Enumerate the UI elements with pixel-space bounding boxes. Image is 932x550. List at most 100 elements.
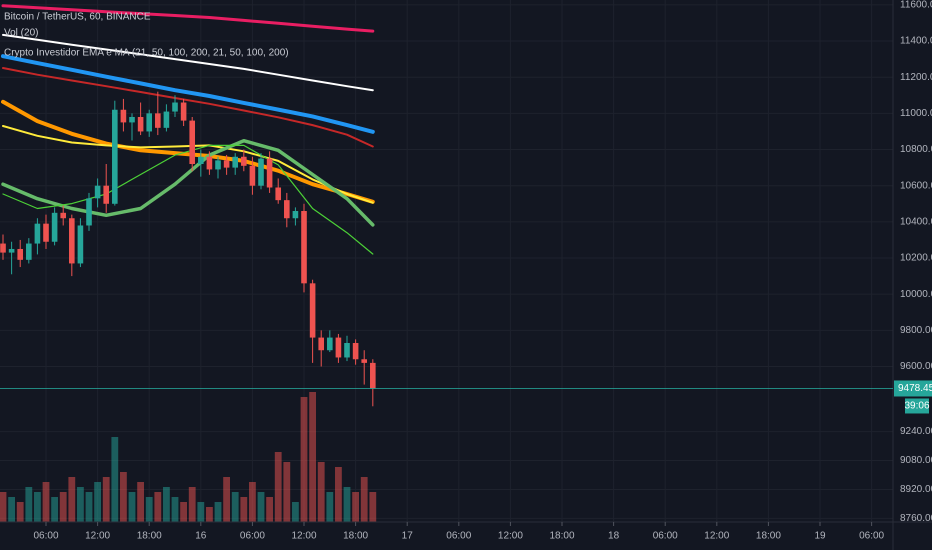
candle-body — [17, 248, 24, 260]
x-tick-label: 06:00 — [240, 531, 265, 542]
volume-bar — [309, 392, 317, 522]
x-tick-label: 12:00 — [704, 531, 729, 542]
candle-body — [249, 165, 256, 186]
volume-bar — [16, 502, 24, 522]
y-tick-label: 11600.00 — [900, 0, 932, 11]
volume-bar — [51, 497, 59, 522]
grid — [0, 0, 893, 522]
candle-body — [0, 243, 6, 253]
x-tick-label: 18:00 — [756, 531, 781, 542]
x-tick-label: 12:00 — [291, 531, 316, 542]
candle-body — [258, 158, 264, 186]
volume-bar — [369, 492, 377, 522]
candle-body — [137, 116, 144, 132]
candle-body — [146, 113, 153, 132]
countdown-box — [905, 398, 929, 414]
candle-body — [129, 116, 135, 123]
candle-body — [318, 337, 325, 351]
candle-body — [60, 212, 67, 219]
volume-bar — [343, 487, 351, 522]
volume-bar — [34, 492, 41, 522]
volume-bar — [300, 397, 308, 522]
x-tick-label: 06:00 — [653, 531, 678, 542]
volume-bar — [188, 487, 196, 522]
x-tick-label: 12:00 — [85, 531, 110, 542]
candle-body — [163, 111, 170, 128]
x-tick-label: 18:00 — [137, 531, 162, 542]
volume-bar — [317, 462, 325, 522]
candle-body — [112, 109, 118, 204]
indicator-label: Crypto Investidor EMA e MA (21, 50, 100,… — [4, 48, 289, 59]
candle-body — [180, 102, 187, 121]
candle-body — [284, 200, 290, 219]
x-tick-label: 17 — [402, 531, 414, 542]
volume-bar — [249, 482, 256, 522]
volume-bar — [197, 502, 205, 522]
y-tick-label: 8760.00 — [900, 513, 932, 524]
y-tick-label: 9800.00 — [900, 325, 932, 336]
volume-bar — [171, 497, 179, 522]
volume-bar — [257, 492, 265, 522]
y-tick-label: 11200.00 — [900, 72, 932, 83]
y-tick-label: 9600.00 — [900, 361, 932, 372]
candle-body — [43, 223, 49, 242]
volume-pane — [0, 392, 377, 522]
volume-bar — [0, 492, 7, 522]
candle-body — [189, 120, 196, 164]
candle-body — [370, 362, 376, 389]
x-tick-label: 12:00 — [498, 531, 523, 542]
candle-body — [266, 158, 273, 188]
volume-bar — [240, 497, 248, 522]
candle-body — [69, 218, 75, 264]
volume-bar — [68, 477, 76, 522]
y-tick-label: 10600.00 — [900, 180, 932, 191]
x-tick-label: 16 — [195, 531, 207, 542]
candle-body — [232, 156, 239, 168]
volume-bar — [102, 477, 110, 522]
y-tick-label: 9240.00 — [900, 426, 932, 437]
volume-bar — [283, 462, 291, 522]
volume-bar — [128, 492, 136, 522]
volume-bar — [154, 492, 162, 522]
x-tick-label: 06:00 — [33, 531, 58, 542]
candle-body — [335, 337, 342, 358]
x-tick-label: 18:00 — [343, 531, 368, 542]
candle-body — [344, 342, 350, 358]
candle-body — [215, 160, 221, 170]
volume-bar — [231, 492, 239, 522]
candle-body — [241, 156, 247, 166]
chart-title: Bitcoin / TetherUS, 60, BINANCE — [4, 12, 151, 23]
volume-bar — [77, 487, 84, 522]
volume-bar — [94, 482, 102, 522]
y-tick-label: 11000.00 — [900, 108, 932, 119]
candle-body — [86, 198, 92, 226]
volume-bar — [25, 487, 33, 522]
candle-body — [292, 211, 299, 219]
candle-body — [352, 342, 359, 360]
candle-body — [361, 359, 368, 363]
volume-bar — [180, 502, 188, 522]
last-price-box — [894, 380, 932, 397]
candle-body — [26, 243, 32, 260]
candle-body — [103, 185, 110, 204]
volume-bar — [111, 437, 119, 522]
volume-bar — [326, 492, 334, 522]
indicator-line — [1, 4, 375, 33]
candles — [0, 91, 376, 407]
y-tick-label: 8920.00 — [900, 484, 932, 495]
candle-body — [8, 248, 15, 253]
candle-body — [155, 113, 161, 128]
y-tick-label: 10000.00 — [900, 289, 932, 300]
candle-body — [172, 102, 178, 112]
y-tick-label: 10400.00 — [900, 216, 932, 227]
volume-bar — [214, 502, 222, 522]
candle-body — [309, 283, 316, 338]
candle-body — [120, 109, 127, 123]
volume-bar — [292, 502, 299, 522]
volume-bar — [266, 497, 274, 522]
x-tick-label: 18:00 — [549, 531, 574, 542]
y-tick-label: 9080.00 — [900, 455, 932, 466]
